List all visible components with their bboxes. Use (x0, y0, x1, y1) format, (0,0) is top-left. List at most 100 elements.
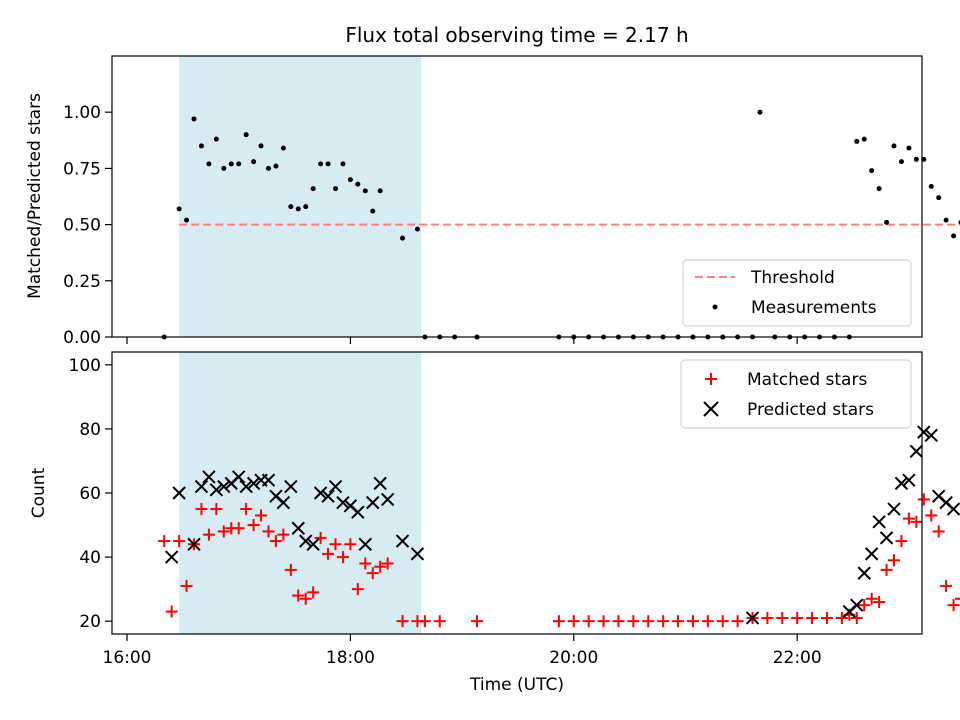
chart-title: Flux total observing time = 2.17 h (345, 23, 688, 47)
measurement-point (936, 195, 942, 201)
measurement-point (370, 208, 376, 214)
measurement-point (265, 165, 271, 171)
matched-star-point (433, 615, 446, 628)
legend-predicted-label: Predicted stars (747, 400, 874, 420)
matched-star-point (470, 615, 483, 628)
measurement-point (288, 204, 294, 210)
measurement-point (176, 206, 182, 212)
y-tick-label: 1.00 (63, 103, 101, 123)
matched-star-point (858, 599, 871, 612)
matched-star-point (776, 611, 789, 624)
matched-star-point (359, 557, 372, 570)
measurement-point (318, 161, 324, 167)
matched-star-point (917, 493, 930, 506)
predicted-star-point (187, 537, 201, 551)
measurement-point (928, 183, 934, 189)
legend-measurements-marker (712, 304, 718, 310)
matched-star-point (791, 611, 804, 624)
matched-star-point (240, 503, 253, 516)
top-shaded-span (179, 56, 422, 337)
legend-matched-label: Matched stars (747, 370, 867, 390)
matched-star-point (582, 615, 595, 628)
matched-star-point (292, 589, 305, 602)
matched-star-point (716, 615, 729, 628)
measurement-point (184, 217, 190, 223)
measurement-point (251, 159, 257, 165)
matched-star-point (731, 615, 744, 628)
predicted-star-point (313, 486, 328, 500)
predicted-star-point (336, 495, 350, 510)
predicted-star-point (924, 428, 938, 443)
predicted-star-point (902, 473, 916, 487)
top-y-axis-label: Matched/Predicted stars (25, 93, 45, 299)
count-points (158, 425, 960, 628)
y-tick-label: 0.00 (63, 328, 101, 348)
matched-star-point (850, 611, 863, 624)
predicted-star-point (284, 479, 298, 494)
matched-star-point (761, 611, 774, 624)
matched-star-point (165, 605, 178, 618)
matched-star-point (686, 615, 699, 628)
matched-star-point (180, 579, 193, 592)
legend-predicted-marker (703, 401, 719, 417)
predicted-star-point (194, 479, 209, 494)
predicted-star-point (366, 495, 380, 510)
matched-star-point (314, 531, 327, 544)
measurement-point (273, 163, 279, 169)
measurement-point (347, 177, 353, 183)
predicted-star-point (239, 479, 253, 494)
x-tick-label: 22:00 (773, 648, 822, 668)
predicted-star-point (246, 476, 261, 491)
y-tick-label: 0.75 (63, 159, 101, 179)
legend-matched-marker (705, 373, 717, 385)
matched-star-point (307, 586, 320, 599)
predicted-star-point (894, 476, 909, 491)
measurement-point (191, 116, 197, 122)
matched-star-point (947, 599, 960, 612)
predicted-star-point (879, 531, 894, 545)
matched-star-point (940, 579, 953, 592)
matched-star-point (202, 528, 215, 541)
matched-star-point (247, 519, 260, 532)
matched-star-point (880, 563, 893, 576)
predicted-star-point (395, 534, 410, 548)
predicted-star-point (217, 479, 231, 494)
predicted-star-point (745, 611, 760, 625)
y-tick-label: 0.50 (63, 216, 101, 236)
x-axis-label: Time (UTC) (469, 675, 564, 695)
measurement-point (362, 188, 368, 194)
top-panel: 0.00 0.25 0.50 0.75 1.00 Matched/Predicted s… (25, 55, 960, 348)
predicted-star-point (872, 515, 886, 529)
measurement-point (400, 235, 406, 241)
y-tick-label: 100 (69, 356, 101, 376)
y-tick-label: 80 (79, 420, 101, 440)
bottom-y-axis: 20 40 60 80 100 (69, 356, 112, 632)
top-plot-frame (111, 55, 923, 338)
predicted-star-point (358, 537, 373, 551)
bottom-shaded-span (179, 352, 422, 634)
measurement-point (943, 217, 949, 223)
predicted-star-point (291, 521, 305, 535)
matched-star-point (642, 615, 655, 628)
matched-star-point (232, 522, 245, 535)
x-tick-label: 16:00 (103, 648, 152, 668)
matched-star-point (627, 615, 640, 628)
measurement-point (340, 161, 346, 167)
matched-star-point (217, 525, 230, 538)
matched-star-point (612, 615, 625, 628)
y-tick-label: 0.25 (63, 272, 101, 292)
matched-star-point (210, 503, 223, 516)
matched-star-point (925, 509, 938, 522)
predicted-star-point (164, 550, 179, 564)
matched-star-point (552, 615, 565, 628)
measurement-point (206, 161, 212, 167)
matched-star-point (910, 515, 923, 528)
measurement-point (333, 186, 339, 192)
matched-star-point (366, 567, 379, 580)
predicted-star-point (864, 547, 879, 561)
predicted-star-point (850, 598, 864, 612)
measurement-point (913, 156, 919, 162)
predicted-star-point (321, 489, 335, 503)
